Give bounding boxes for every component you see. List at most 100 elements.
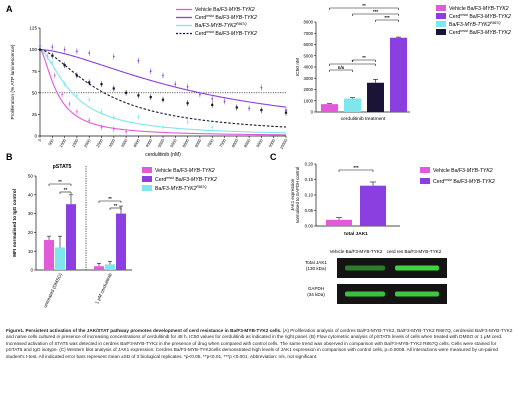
blot-row-kda-1: (130 kDa) (306, 266, 327, 271)
fit-curve-series-4 (39, 49, 287, 128)
y-axis-label-line-2: normalised to GAPDH control (295, 167, 300, 223)
panel-c-western-blot: Vehicle Ba/F3-MYB-TYK2 cerd res Ba/F3-MYB… (305, 249, 447, 304)
bar-1 (321, 104, 338, 112)
y-tick-label: 0.10 (305, 193, 314, 198)
data-point-series-3 (51, 61, 54, 64)
ic50-legend-item-2-label: Cerdresist Ba/F3-MYB-TYK2 (449, 13, 511, 20)
data-point-series-2 (112, 55, 115, 58)
data-point-series-1 (53, 74, 56, 77)
data-point-series-3 (112, 116, 115, 118)
curves-legend-item-3-label: Ba/F3-MYB-TYK2R867Q (195, 22, 247, 29)
b-legend-item-3-swatch (142, 185, 152, 191)
data-point-series-1 (125, 130, 127, 133)
bar-2-series-3 (105, 264, 115, 270)
ic50-legend-item-2-swatch (436, 13, 446, 19)
data-point-series-4 (235, 106, 238, 109)
data-point-series-2 (223, 100, 226, 103)
data-point-series-2 (186, 85, 189, 88)
curves-legend-item-2-label: Cerdresist Ba/F3-MYB-TYK2 (195, 14, 257, 21)
y-tick-label: 7000 (303, 31, 313, 36)
y-tick-label: 8000 (303, 20, 313, 25)
x-tick-label: 9000 (255, 137, 264, 148)
data-point-series-4 (38, 48, 42, 51)
data-point-series-4 (75, 74, 78, 77)
data-point-series-2 (199, 93, 201, 96)
ic50-legend-item-3-swatch (436, 21, 446, 27)
data-point-series-1 (100, 126, 103, 129)
ic50-legend-item-4-label: Cerdresist Ba/F3-MYB-TYK2 (449, 29, 511, 36)
x-tick-label: 5000 (157, 137, 166, 148)
bar-1 (326, 219, 352, 226)
y-tick-label: 50 (32, 90, 38, 95)
bar-3 (344, 98, 361, 112)
bar-2-series-1 (94, 266, 104, 270)
blot-band-2-1 (345, 291, 385, 297)
y-tick-label: 125 (29, 26, 37, 31)
b-legend-item-3-label: Ba/F3-MYB-TYK2R867Q (155, 185, 207, 192)
fit-curve-series-1 (39, 49, 287, 136)
blot-row-kda-2: (34 kDa) (307, 292, 325, 297)
fit-curve-series-3 (39, 49, 287, 134)
blot-row-label-1: Total JAK1 (305, 260, 327, 265)
fit-curve-series-2 (39, 49, 287, 108)
data-point-series-1 (76, 110, 78, 113)
data-point-series-3 (186, 121, 189, 124)
data-point-series-2 (63, 48, 66, 51)
y-tick-label: 0.00 (305, 224, 314, 229)
y-tick-label: 0.20 (305, 162, 314, 167)
y-tick-label: 0 (311, 110, 314, 115)
significance-bracket-2-2-label: ** (114, 203, 118, 208)
data-point-series-2 (88, 52, 91, 54)
c-legend-item-1-swatch (420, 167, 430, 173)
y-tick-label: 100 (29, 47, 37, 52)
x-tick-label: 3500 (120, 137, 129, 148)
ic50-legend-item-4-swatch (436, 29, 446, 35)
x-axis-label: cerdulitinib (nM) (145, 152, 181, 158)
b-legend-item-2-swatch (142, 176, 152, 182)
x-tick-label: 8000 (230, 137, 239, 148)
y-tick-label: 0.05 (305, 208, 314, 213)
data-point-series-4 (137, 94, 140, 97)
panel-label-a: A (6, 4, 13, 14)
category-label-2: 1 μM cerdulitinib (94, 272, 113, 305)
y-tick-label: 5000 (303, 53, 313, 58)
significance-bracket-2-1-label: ** (108, 196, 112, 201)
y-tick-label: 50 (28, 174, 34, 179)
data-point-series-4 (260, 108, 263, 112)
y-tick-label: 2000 (303, 87, 313, 92)
data-point-series-2 (162, 74, 164, 77)
b-legend-item-1-label: Vehicle Ba/F3-MYB-TYK2 (155, 168, 215, 174)
x-tick-label: 8500 (243, 137, 252, 148)
y-axis-label: MFI normalised to IgG control (12, 189, 18, 257)
data-point-series-2 (174, 83, 177, 86)
data-point-series-2 (76, 50, 78, 53)
significance-bracket-3-label: ** (362, 55, 366, 60)
x-tick-label: 3000 (107, 137, 116, 148)
x-tick-label: 7500 (218, 137, 227, 148)
panel-b-pstat5-bar-chart: pSTAT5 0 10 20 30 40 50 MFI normalised to IgG c… (12, 164, 132, 308)
panel-label-c: C (270, 152, 277, 162)
data-point-series-4 (100, 83, 103, 86)
data-point-series-4 (161, 98, 165, 101)
data-point-series-4 (186, 102, 189, 105)
data-point-series-2 (248, 107, 251, 110)
b-legend-item-1-swatch (142, 167, 152, 173)
y-tick-label: 25 (32, 112, 38, 117)
data-point-series-3 (88, 98, 91, 101)
significance-bracket-6-label: ** (362, 3, 366, 8)
x-tick-label: 6000 (181, 137, 190, 148)
bar-2-series-2 (116, 213, 126, 270)
data-point-series-1 (88, 119, 91, 122)
panel-c-legend: Vehicle Ba/F3-MYB-TYK2 Cerdresist Ba/F3-M… (420, 167, 495, 185)
chart-title: pSTAT5 (53, 164, 72, 170)
blot-band-1-2 (395, 265, 439, 271)
c-legend-item-2-label: Cerdresist Ba/F3-MYB-TYK2 (433, 178, 495, 185)
panel-b-legend: Vehicle Ba/F3-MYB-TYK2 Cerdresist Ba/F3-M… (142, 167, 217, 192)
data-point-series-4 (149, 96, 152, 99)
c-legend-item-1-label: Vehicle Ba/F3-MYB-TYK2 (433, 168, 493, 174)
x-tick-label: 2000 (83, 137, 92, 148)
x-tick-label: 4000 (132, 137, 141, 148)
